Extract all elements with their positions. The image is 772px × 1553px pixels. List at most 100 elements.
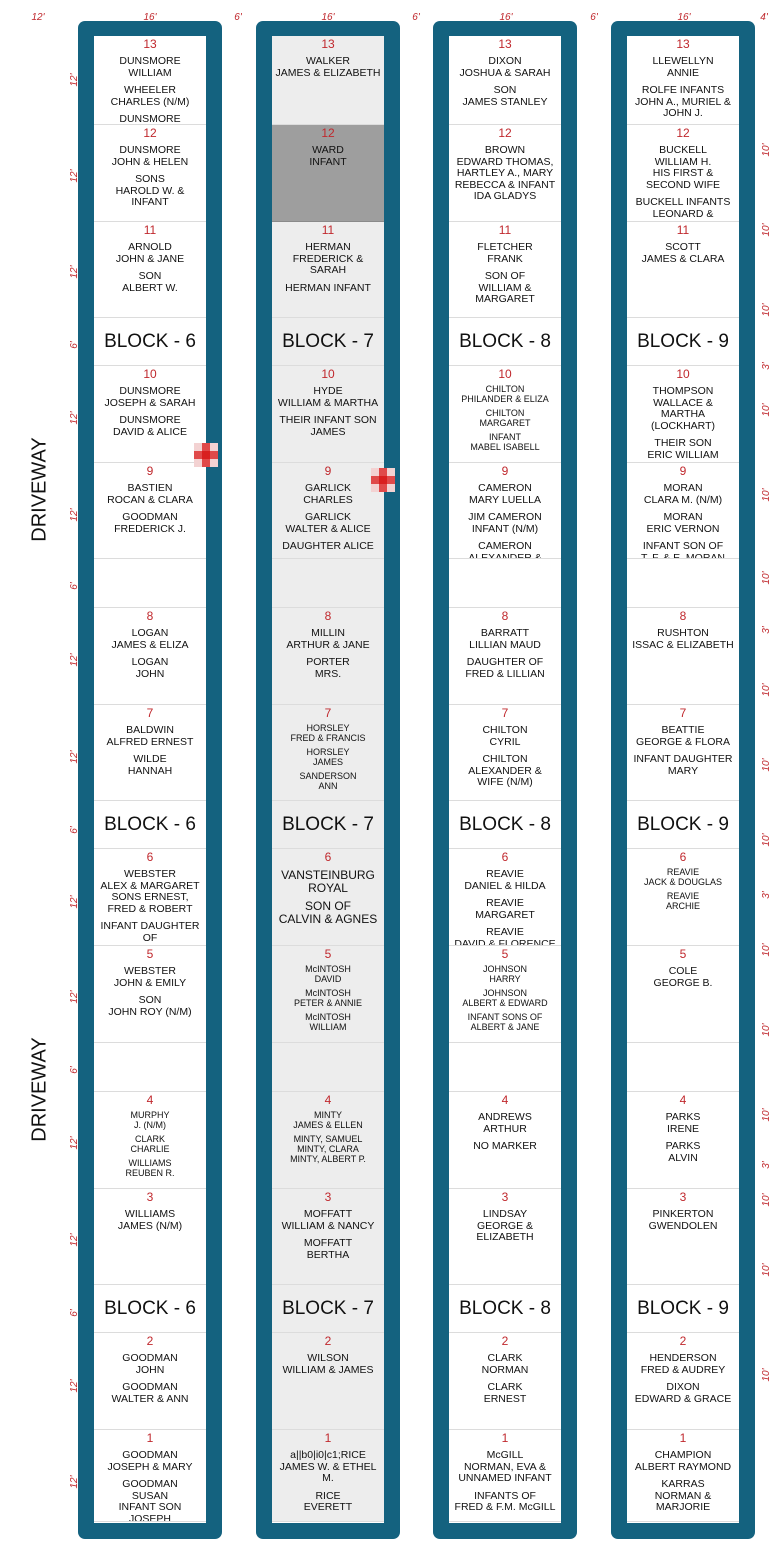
- plot-cell[interactable]: [627, 1043, 739, 1092]
- plot-number: 3: [679, 1190, 687, 1204]
- block-label: BLOCK - 9: [627, 1285, 739, 1333]
- plot-cell[interactable]: 11 FLETCHER FRANK SON OF WILLIAM & MARGARET: [449, 222, 561, 318]
- plot-cell[interactable]: 12 BROWN EDWARD THOMAS, HARTLEY A., MARY REB…: [449, 125, 561, 222]
- plot-cell[interactable]: 2 WILSON WILLIAM & JAMES: [272, 1333, 384, 1430]
- plot-cell[interactable]: 9 GARLICK CHARLES GARLICK WALTER & ALICE DAUG…: [272, 463, 384, 559]
- plot-cell[interactable]: 7 CHILTON CYRIL CHILTON ALEXANDER & WIFE (N/M…: [449, 705, 561, 801]
- plot-cell[interactable]: 6 REAVIE JACK & DOUGLAS REAVIE ARCHIE: [627, 849, 739, 946]
- plot-cell[interactable]: 10 HYDE WILLIAM & MARTHA THEIR INFANT SON JA…: [272, 366, 384, 463]
- plot-number: 6: [679, 850, 687, 864]
- plot-cell[interactable]: [449, 559, 561, 608]
- interment-name: REAVIE ARCHIE: [665, 891, 700, 911]
- plot-cell[interactable]: 5 COLE GEORGE B.: [627, 946, 739, 1043]
- interment-name: JOHNSON HARRY: [482, 964, 527, 984]
- interment-name: CHILTON ALEXANDER & WIFE (N/M): [468, 753, 542, 788]
- plot-number: 10: [321, 367, 335, 381]
- plot-cell[interactable]: [272, 1043, 384, 1092]
- plot-cell[interactable]: 9 CAMERON MARY LUELLA JIM CAMERON INFANT (N/…: [449, 463, 561, 559]
- interment-name: SON OF CALVIN & AGNES: [278, 899, 378, 926]
- interment-name: DIXON EDWARD & GRACE: [634, 1381, 732, 1405]
- plot-number: 5: [501, 947, 509, 961]
- plot-cell[interactable]: 12 WARD INFANT: [272, 125, 384, 222]
- dimension-side-label: 10': [761, 403, 772, 417]
- interment-name: REAVIE DAVID & FLORENCE: [454, 926, 556, 946]
- plot-cell[interactable]: 3 LINDSAY GEORGE & ELIZABETH: [449, 1189, 561, 1285]
- plot-cell[interactable]: 8 RUSHTON ISSAC & ELIZABETH: [627, 608, 739, 705]
- plot-cell[interactable]: 10 THOMPSON WALLACE & MARTHA (LOCKHART) THEI…: [627, 366, 739, 463]
- plot-cell[interactable]: 3 PINKERTON GWENDOLEN: [627, 1189, 739, 1285]
- driveway-label: DRIVEWAY: [28, 1037, 51, 1142]
- dimension-top-label: 12': [31, 12, 45, 23]
- plot-cell[interactable]: 11 HERMAN FREDERICK & SARAH HERMAN INFANT: [272, 222, 384, 318]
- plot-number: 3: [146, 1190, 154, 1204]
- plot-cell[interactable]: 13 DUNSMORE WILLIAM WHEELER CHARLES (N/M) DUN…: [94, 36, 206, 125]
- interment-name: THOMPSON WALLACE & MARTHA (LOCKHART): [651, 385, 715, 432]
- dimension-top-label: 16': [321, 12, 335, 23]
- interment-name: JOHNSON ALBERT & EDWARD: [462, 988, 548, 1008]
- plot-cell[interactable]: 9 BASTIEN ROCAN & CLARA GOODMAN FREDERICK J.: [94, 463, 206, 559]
- plot-cell[interactable]: 7 BALDWIN ALFRED ERNEST WILDE HANNAH: [94, 705, 206, 801]
- plot-cell[interactable]: 10 CHILTON PHILANDER & ELIZA CHILTON MARGARE…: [449, 366, 561, 463]
- interment-name: SON ALBERT W.: [122, 270, 178, 294]
- plot-cell[interactable]: 13 LLEWELLYN ANNIE ROLFE INFANTS JOHN A., MU…: [627, 36, 739, 125]
- plot-cell[interactable]: 1 GOODMAN JOSEPH & MARY GOODMAN SUSAN INFANT …: [94, 1430, 206, 1522]
- plot-cell[interactable]: 13 WALKER JAMES & ELIZABETH: [272, 36, 384, 125]
- plot-cell[interactable]: 11 ARNOLD JOHN & JANE SON ALBERT W.: [94, 222, 206, 318]
- plot-cell[interactable]: 7 HORSLEY FRED & FRANCIS HORSLEY JAMES SANDER…: [272, 705, 384, 801]
- plot-number: 9: [146, 464, 154, 478]
- plot-cell[interactable]: 1 a||b0|i0|c1;RICE JAMES W. & ETHEL M. RICE…: [272, 1430, 384, 1522]
- red-marker-icon: [194, 443, 218, 467]
- plot-cell[interactable]: 6 REAVIE DANIEL & HILDA REAVIE MARGARET REAVI…: [449, 849, 561, 946]
- plot-cell[interactable]: [627, 559, 739, 608]
- plot-cell[interactable]: 4 MURPHY J. (N/M) CLARK CHARLIE WILLIAMS REUBE…: [94, 1092, 206, 1189]
- interment-name: SCOTT JAMES & CLARA: [641, 241, 725, 265]
- plot-cell[interactable]: 8 BARRATT LILLIAN MAUD DAUGHTER OF FRED & LI…: [449, 608, 561, 705]
- dimension-side-label: 10': [761, 488, 772, 502]
- interment-name: LOGAN JAMES & ELIZA: [111, 627, 189, 651]
- plot-cell[interactable]: 5 WEBSTER JOHN & EMILY SON JOHN ROY (N/M): [94, 946, 206, 1043]
- plot-cell[interactable]: 8 LOGAN JAMES & ELIZA LOGAN JOHN: [94, 608, 206, 705]
- plot-cell[interactable]: [449, 1043, 561, 1092]
- plot-cell[interactable]: 12 BUCKELL WILLIAM H. HIS FIRST & SECOND WI…: [627, 125, 739, 222]
- plot-number: 8: [501, 609, 509, 623]
- plot-cell[interactable]: 12 DUNSMORE JOHN & HELEN SONS HAROLD W. & IN…: [94, 125, 206, 222]
- block-label: BLOCK - 7: [272, 801, 384, 849]
- plot-cell[interactable]: 4 MINTY JAMES & ELLEN MINTY, SAMUEL MINTY, C…: [272, 1092, 384, 1189]
- dimension-side-label: 10': [761, 833, 772, 847]
- plot-cell[interactable]: [272, 559, 384, 608]
- interment-name: VANSTEINBURG ROYAL: [281, 868, 375, 895]
- interment-name: DAUGHTER ALICE: [282, 540, 374, 552]
- plot-cell[interactable]: 2 HENDERSON FRED & AUDREY DIXON EDWARD & GRA…: [627, 1333, 739, 1430]
- interment-name: WARD INFANT: [309, 144, 347, 168]
- plot-cell[interactable]: 5 McINTOSH DAVID McINTOSH PETER & ANNIE McINT…: [272, 946, 384, 1043]
- plot-cell[interactable]: 8 MILLIN ARTHUR & JANE PORTER MRS.: [272, 608, 384, 705]
- plot-cell[interactable]: 3 WILLIAMS JAMES (N/M): [94, 1189, 206, 1285]
- interment-name: GARLICK CHARLES: [303, 482, 353, 506]
- plot-cell[interactable]: 13 DIXON JOSHUA & SARAH SON JAMES STANLEY: [449, 36, 561, 125]
- plot-number: 11: [676, 223, 690, 237]
- plot-cell[interactable]: 7 BEATTIE GEORGE & FLORA INFANT DAUGHTER MAR…: [627, 705, 739, 801]
- plot-cell[interactable]: 4 ANDREWS ARTHUR NO MARKER: [449, 1092, 561, 1189]
- dimension-top-label: 6': [590, 12, 598, 23]
- plot-cell[interactable]: 6 VANSTEINBURG ROYAL SON OF CALVIN & AGNES: [272, 849, 384, 946]
- plot-cell[interactable]: 4 PARKS IRENE PARKS ALVIN: [627, 1092, 739, 1189]
- interment-name: McINTOSH PETER & ANNIE: [293, 988, 363, 1008]
- plot-cell[interactable]: 5 JOHNSON HARRY JOHNSON ALBERT & EDWARD INFAN…: [449, 946, 561, 1043]
- interment-name: MORAN ERIC VERNON: [646, 511, 720, 535]
- plot-cell[interactable]: 3 MOFFATT WILLIAM & NANCY MOFFATT BERTHA: [272, 1189, 384, 1285]
- plot-cell[interactable]: 2 CLARK NORMAN CLARK ERNEST: [449, 1333, 561, 1430]
- plot-cell[interactable]: [94, 1043, 206, 1092]
- plot-cell[interactable]: 6 WEBSTER ALEX & MARGARET SONS ERNEST, FRED …: [94, 849, 206, 946]
- interment-name: HYDE WILLIAM & MARTHA: [277, 385, 379, 409]
- interment-name: SANDERSON ANN: [299, 771, 357, 791]
- plot-cell[interactable]: 1 CHAMPION ALBERT RAYMOND KARRAS NORMAN & MA…: [627, 1430, 739, 1522]
- interment-name: CHILTON CYRIL: [482, 724, 528, 748]
- plot-cell[interactable]: 11 SCOTT JAMES & CLARA: [627, 222, 739, 318]
- plot-cell[interactable]: 10 DUNSMORE JOSEPH & SARAH DUNSMORE DAVID & …: [94, 366, 206, 463]
- plot-cell[interactable]: [94, 559, 206, 608]
- plot-cell[interactable]: 9 MORAN CLARA M. (N/M) MORAN ERIC VERNON INFA…: [627, 463, 739, 559]
- block-label: BLOCK - 6: [94, 318, 206, 366]
- plot-number: 7: [324, 706, 332, 720]
- plot-cell[interactable]: 2 GOODMAN JOHN GOODMAN WALTER & ANN: [94, 1333, 206, 1430]
- plot-cell[interactable]: 1 McGILL NORMAN, EVA & UNNAMED INFANT INFANT…: [449, 1430, 561, 1522]
